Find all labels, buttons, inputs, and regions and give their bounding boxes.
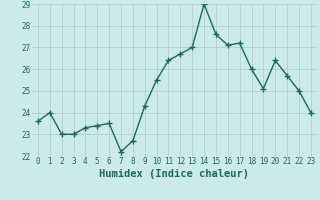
X-axis label: Humidex (Indice chaleur): Humidex (Indice chaleur) (100, 169, 249, 179)
